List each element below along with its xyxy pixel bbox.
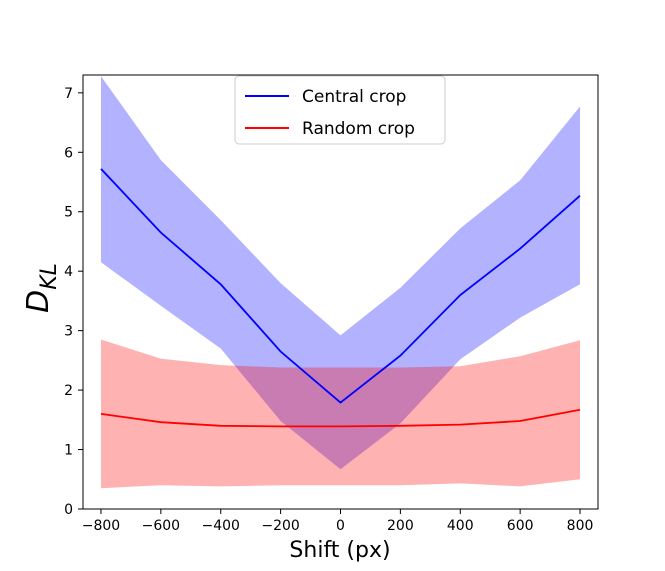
x-tick-label: 600 bbox=[507, 518, 534, 534]
x-tick-label: −600 bbox=[142, 518, 180, 534]
confidence-bands bbox=[101, 76, 580, 489]
y-tick-label: 5 bbox=[64, 205, 73, 221]
legend-label-central-crop: Central crop bbox=[302, 87, 406, 107]
y-axis-title: DKL bbox=[21, 263, 62, 313]
y-tick-label: 1 bbox=[64, 443, 73, 459]
x-tick-label: 200 bbox=[387, 518, 414, 534]
series-lines bbox=[100, 168, 581, 428]
x-tick-label: −400 bbox=[202, 518, 240, 534]
y-tick-label: 4 bbox=[64, 264, 73, 280]
y-tick-label: 6 bbox=[64, 145, 73, 161]
x-tick-label: 800 bbox=[567, 518, 594, 534]
x-axis-ticks: −800 −600 −400 −200 0 200 400 600 800 bbox=[82, 509, 594, 534]
band-random-crop bbox=[101, 339, 580, 489]
band-central-crop bbox=[101, 76, 580, 470]
y-tick-label: 0 bbox=[64, 502, 73, 518]
y-tick-label: 7 bbox=[64, 86, 73, 102]
x-tick-label: −800 bbox=[82, 518, 120, 534]
x-axis-title: Shift (px) bbox=[289, 538, 390, 563]
y-axis-ticks: 0 1 2 3 4 5 6 7 bbox=[64, 86, 83, 518]
legend: Central crop Random crop bbox=[234, 75, 446, 145]
x-tick-label: 0 bbox=[336, 518, 345, 534]
legend-label-random-crop: Random crop bbox=[302, 119, 415, 139]
line-random-crop bbox=[100, 408, 581, 428]
x-tick-label: 400 bbox=[447, 518, 474, 534]
x-tick-label: −200 bbox=[261, 518, 299, 534]
y-tick-label: 2 bbox=[64, 383, 73, 399]
y-axis-title-subscript: KL bbox=[37, 263, 62, 290]
y-axis-title-main: D bbox=[21, 290, 56, 313]
line-central-crop bbox=[100, 168, 581, 404]
y-tick-label: 3 bbox=[64, 324, 73, 340]
